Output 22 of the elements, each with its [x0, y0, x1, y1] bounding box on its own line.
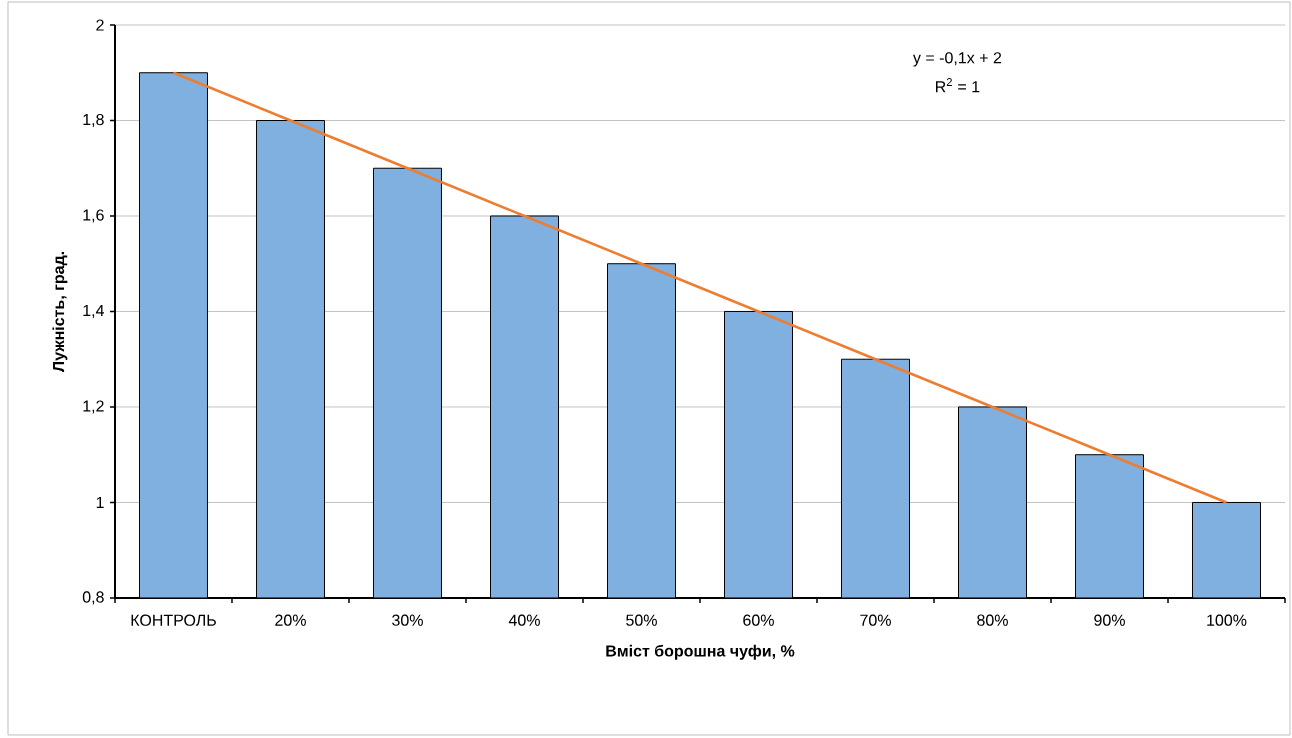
x-tick-label: 40% — [508, 614, 540, 626]
annotation: R$^{2}$ = 1 — [936, 78, 980, 93]
y-tick-label: 2 — [96, 19, 104, 31]
y-axis-title: Лужність, град. — [52, 251, 68, 373]
y-tick-label: 1,2 — [83, 400, 104, 414]
y-tick-label: 1,4 — [83, 304, 104, 319]
x-tick-label: 60% — [743, 614, 774, 626]
line-series — [172, 71, 1228, 504]
y-tick-label: 1,6 — [83, 209, 104, 223]
x-tick-label: КОНТРОЛЬ — [131, 614, 216, 626]
x-tick-label: 20% — [275, 614, 306, 626]
x-tick-label: 30% — [392, 614, 423, 626]
x-tick-label: 80% — [977, 614, 1008, 626]
y-tick-label: 1 — [96, 496, 104, 508]
x-tick-label: 70% — [860, 614, 891, 626]
x-tick-label: 50% — [626, 614, 657, 626]
x-tick-label: 90% — [1094, 614, 1125, 626]
y-tick-label: 1,8 — [83, 113, 104, 128]
annotation: y = -0,1x + 2 — [912, 52, 1002, 67]
y-tick-label: 0,8 — [82, 591, 104, 605]
x-tick-label: 100% — [1207, 614, 1247, 626]
x-axis-title: Вміст борошна чуфи, % — [606, 644, 795, 660]
